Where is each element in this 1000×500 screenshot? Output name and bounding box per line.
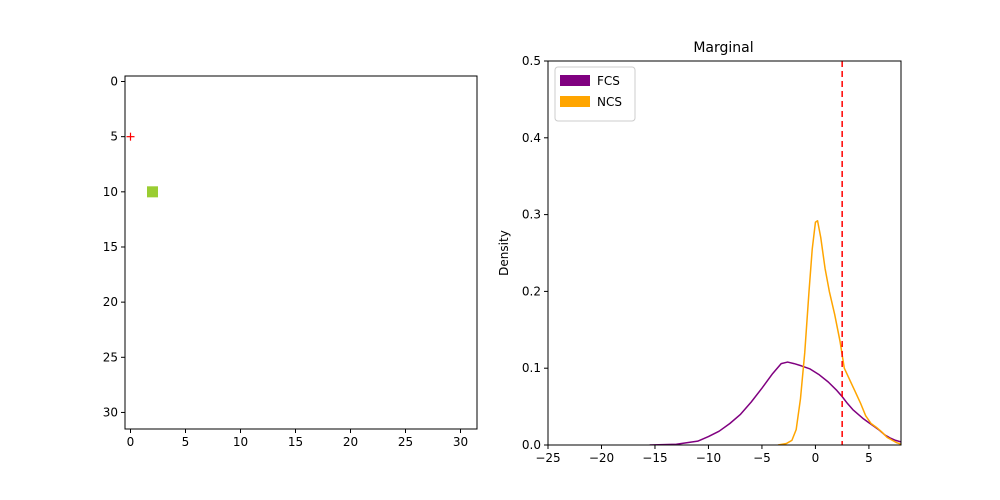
density-y-tick-label: 0.0 (522, 438, 541, 452)
grid-y-tick-label: 15 (103, 240, 118, 254)
density-y-tick-label: 0.5 (522, 54, 541, 68)
grid-y-tick-label: 20 (103, 295, 118, 309)
legend-label-fcs: FCS (597, 74, 620, 88)
density-x-tick-label: −5 (753, 451, 771, 465)
grid-x-tick-label: 15 (288, 435, 303, 449)
density-x-ticks: −25 −20 −15 −10 −5 0 5 (535, 445, 872, 465)
density-x-tick-label: −25 (535, 451, 560, 465)
density-x-tick-label: 5 (865, 451, 873, 465)
grid-y-tick-label: 0 (110, 75, 118, 89)
grid-y-tick-label: 25 (103, 350, 118, 364)
grid-x-tick-label: 5 (182, 435, 190, 449)
grid-x-tick-label: 30 (453, 435, 468, 449)
legend-swatch-ncs (560, 96, 590, 107)
chart-title: Marginal (693, 40, 753, 56)
density-plot-area (650, 61, 901, 445)
grid-x-tick-label: 20 (343, 435, 358, 449)
y-axis-label: Density (497, 230, 511, 276)
density-y-tick-label: 0.3 (522, 208, 541, 222)
density-y-tick-label: 0.2 (522, 284, 541, 298)
grid-y-tick-label: 30 (103, 405, 118, 419)
series-line-fcs (650, 362, 901, 445)
grid-x-ticks: 0 5 10 15 20 25 30 (127, 429, 468, 449)
grid-cells (147, 186, 158, 197)
grid-cell-0 (147, 186, 158, 197)
density-x-tick-label: −20 (589, 451, 614, 465)
legend: FCS NCS (555, 67, 635, 121)
density-x-tick-label: −15 (642, 451, 667, 465)
density-x-tick-label: 0 (812, 451, 820, 465)
grid-x-tick-label: 10 (233, 435, 248, 449)
density-lines (650, 221, 901, 445)
legend-swatch-fcs (560, 75, 590, 86)
legend-label-ncs: NCS (597, 95, 622, 109)
grid-y-ticks: 0 5 10 15 20 25 30 (103, 75, 125, 420)
density-y-ticks: 0.0 0.1 0.2 0.3 0.4 0.5 (522, 54, 548, 452)
series-line-ncs (778, 221, 901, 445)
grid-image-frame (125, 76, 477, 429)
density-y-tick-label: 0.4 (522, 131, 541, 145)
grid-image-panel: 0 5 10 15 20 25 30 0 5 10 15 20 25 30 (103, 75, 477, 449)
grid-y-tick-label: 10 (103, 185, 118, 199)
density-y-tick-label: 0.1 (522, 361, 541, 375)
grid-x-tick-label: 25 (398, 435, 413, 449)
grid-x-tick-label: 0 (127, 435, 135, 449)
marginal-density-panel: Marginal Density −25 −20 −15 −10 −5 0 5 0.0 0.1… (497, 40, 901, 465)
density-x-tick-label: −10 (696, 451, 721, 465)
grid-y-tick-label: 5 (110, 130, 118, 144)
